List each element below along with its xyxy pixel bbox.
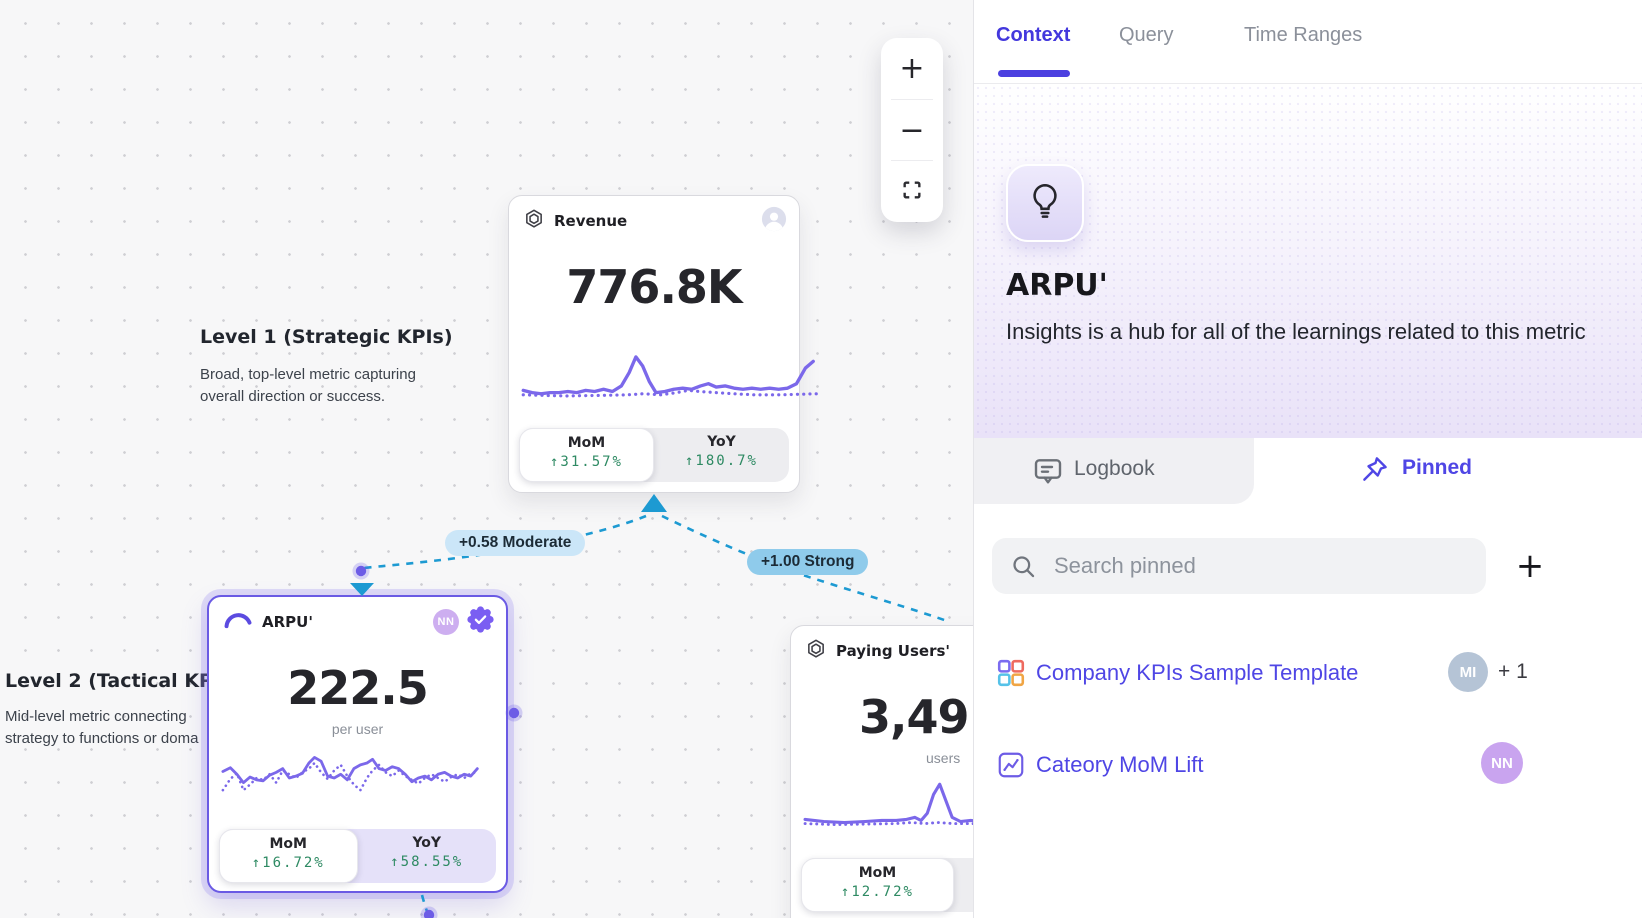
card-title: Revenue	[554, 212, 628, 230]
add-pinned-button[interactable]: +	[1510, 546, 1550, 586]
annotation-level2[interactable]: Level 2 (Tactical KPIs Mid-level metric …	[5, 670, 231, 750]
metric-tree-canvas[interactable]: +0.58 Moderate +1.00 Strong Level 1 (Str…	[0, 0, 973, 918]
metric-value: 776.8K	[566, 260, 742, 314]
stat-label: YoY	[707, 434, 736, 450]
stat-label: MoM	[269, 836, 307, 852]
stat-label: MoM	[567, 435, 606, 451]
sparkline-chart	[221, 756, 479, 793]
stat-value: ↑31.57%	[549, 454, 623, 470]
subtab-logbook[interactable]: Logbook	[974, 438, 1254, 504]
tab-time-ranges[interactable]: Time Ranges	[1244, 24, 1363, 46]
metric-card-revenue[interactable]: Revenue 776.8K MoM	[508, 195, 820, 493]
stat-label: MoM	[858, 865, 897, 881]
pinned-item-label: Company KPIs Sample Template	[1036, 660, 1359, 685]
tab-context[interactable]: Context	[996, 24, 1071, 46]
annotation-level1-title: Level 1 (Strategic KPIs)	[200, 326, 453, 348]
mom-stat-toggle[interactable]: MoM ↑31.57%	[519, 428, 654, 482]
stat-toggle-group: MoM ↑31.57% YoY ↑180.7%	[519, 428, 789, 482]
sparkline-chart	[521, 355, 820, 398]
divider	[891, 160, 933, 162]
hexagon-metric-icon	[523, 208, 545, 235]
avatar: MI	[1448, 652, 1488, 692]
metric-value: 3,49	[859, 690, 970, 744]
zoom-in-button[interactable]: +	[881, 38, 943, 99]
fit-view-button[interactable]	[881, 161, 943, 222]
connection-handle-dot	[508, 707, 520, 719]
stat-toggle-group: MoM ↑16.72% YoY ↑58.55%	[219, 829, 496, 883]
stat-value: ↑16.72%	[251, 855, 325, 871]
metric-description: Insights is a hub for all of the learnin…	[1006, 319, 1586, 344]
card-title: ARPU'	[262, 613, 313, 631]
detail-sidebar: Context Query Time Ranges ARPU' Insights…	[973, 0, 1642, 918]
active-tab-underline	[998, 70, 1070, 77]
tab-query[interactable]: Query	[1119, 24, 1174, 46]
card-title: Paying Users'	[836, 642, 951, 660]
annotation-level1-body: Broad, top-level metric capturing overal…	[200, 366, 416, 405]
yoy-stat-toggle[interactable]: YoY ↑58.55%	[358, 829, 497, 883]
lightbulb-icon	[1027, 181, 1063, 226]
mom-stat-toggle[interactable]: MoM ↑16.72%	[219, 829, 358, 883]
stat-value: ↑58.55%	[390, 854, 464, 870]
metric-card-arpu[interactable]: ARPU' NN 222.5	[207, 595, 508, 893]
yoy-stat-toggle[interactable]: YoY ↑180.7%	[654, 428, 789, 482]
sidebar-tabbar: Context Query Time Ranges	[974, 0, 1642, 84]
search-field	[992, 538, 1486, 594]
stat-toggle-group: MoM ↑12.72%	[801, 858, 973, 912]
avatar: NN	[1481, 742, 1523, 784]
edge-arrow-up-icon	[641, 494, 667, 512]
hexagon-metric-icon	[805, 638, 827, 665]
stat-value: ↑12.72%	[840, 884, 914, 900]
search-icon	[1010, 553, 1037, 585]
chart-icon	[996, 750, 1026, 785]
pushpin-icon	[1360, 454, 1390, 489]
mom-stat-toggle[interactable]: MoM ↑12.72%	[801, 858, 954, 912]
subtab-pinned-label: Pinned	[1402, 456, 1473, 479]
annotation-level2-body: Mid-level metric connecting strategy to …	[5, 708, 199, 747]
grid-template-icon	[996, 658, 1026, 693]
edge-label-moderate[interactable]: +0.58 Moderate	[445, 530, 586, 556]
verified-check-icon	[467, 606, 494, 638]
subtab-logbook-label: Logbook	[1074, 457, 1155, 480]
sparkline-chart	[803, 782, 973, 827]
owner-avatar-icon	[761, 206, 787, 237]
pinned-item-company-kpis[interactable]: Company KPIs Sample Template MI + 1	[974, 646, 1642, 702]
logbook-comment-icon	[1032, 455, 1064, 492]
connection-handle-dot	[423, 909, 435, 918]
metric-unit: per user	[331, 721, 384, 737]
metric-title: ARPU'	[1006, 268, 1108, 303]
arc-metric-icon	[223, 608, 253, 637]
stat-label: YoY	[412, 835, 442, 851]
divider	[891, 98, 933, 100]
metric-context-header: ARPU' Insights is a hub for all of the l…	[974, 84, 1642, 438]
annotation-level1[interactable]: Level 1 (Strategic KPIs) Broad, top-leve…	[200, 326, 453, 408]
pinned-search-row: +	[974, 538, 1642, 598]
search-input[interactable]	[1054, 538, 1474, 594]
fit-view-icon	[901, 174, 923, 209]
annotation-level2-title: Level 2 (Tactical KPIs	[5, 670, 232, 692]
subtab-pinned[interactable]: Pinned	[1254, 438, 1642, 504]
metric-card-paying-users[interactable]: Paying Users' 3,49 users MoM ↑12.72%	[790, 625, 973, 918]
metric-unit: users	[926, 750, 961, 766]
insight-tile	[1006, 164, 1084, 242]
canvas-zoom-toolbar: + −	[881, 38, 943, 222]
avatar-overflow-count: + 1	[1498, 660, 1528, 683]
collaborator-avatar: NN	[433, 609, 459, 635]
metric-value: 222.5	[287, 661, 429, 715]
zoom-out-button[interactable]: −	[881, 100, 943, 161]
stat-value: ↑180.7%	[684, 453, 758, 469]
sidebar-subtabs: Logbook Pinned	[974, 438, 1642, 504]
edge-label-strong[interactable]: +1.00 Strong	[747, 549, 869, 575]
pinned-item-category-mom-lift[interactable]: Cateory MoM Lift NN	[974, 738, 1642, 794]
connection-handle-dot	[355, 565, 367, 577]
pinned-item-label: Cateory MoM Lift	[1036, 752, 1204, 777]
